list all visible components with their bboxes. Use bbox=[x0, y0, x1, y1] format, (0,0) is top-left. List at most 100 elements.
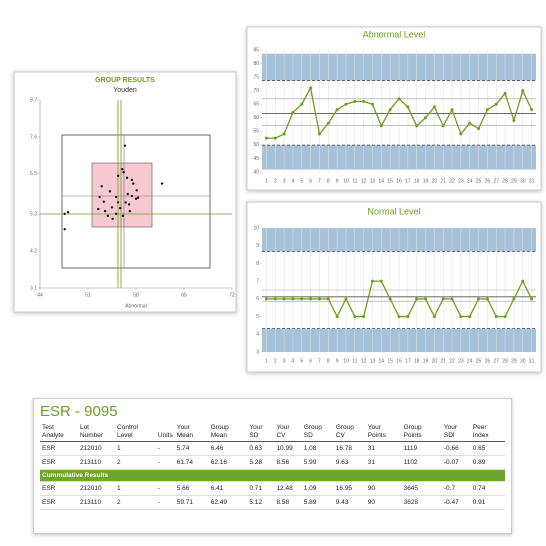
point bbox=[397, 97, 401, 101]
x-tick-label: 72 bbox=[229, 292, 235, 298]
point bbox=[362, 100, 366, 104]
x-tick-label: 13 bbox=[370, 178, 376, 184]
y-tick-label: 10 bbox=[253, 225, 259, 231]
cell: 2 bbox=[115, 495, 156, 511]
y-tick-label: 3.1 bbox=[30, 285, 37, 291]
x-tick-label: 5 bbox=[300, 178, 303, 184]
point bbox=[379, 124, 383, 128]
x-tick-label: 19 bbox=[423, 178, 429, 184]
x-tick-label: 25 bbox=[476, 178, 482, 184]
x-tick-label: 9 bbox=[336, 358, 339, 364]
x-tick-label: 7 bbox=[318, 178, 321, 184]
cell: 1.08 bbox=[301, 441, 334, 457]
cell: 0.91 bbox=[470, 495, 505, 511]
cell: 6.46 bbox=[208, 441, 248, 457]
y-tick-label: 55 bbox=[253, 129, 259, 135]
x-tick-label: 11 bbox=[352, 358, 357, 364]
point bbox=[309, 297, 313, 301]
y-tick-label: 45 bbox=[253, 156, 259, 162]
point bbox=[450, 108, 454, 112]
cell: - bbox=[155, 455, 175, 471]
x-tick-label: 7 bbox=[318, 358, 321, 364]
column-header: Units bbox=[155, 423, 175, 443]
y-tick-label: 6.5 bbox=[30, 171, 37, 177]
cell: 59.71 bbox=[174, 495, 209, 511]
cell: 0.65 bbox=[470, 441, 505, 457]
x-tick-label: 16 bbox=[396, 358, 402, 364]
cell: 5.74 bbox=[174, 441, 209, 457]
chart-title: Abnormal Level bbox=[363, 29, 426, 39]
cell: 10.99 bbox=[274, 441, 302, 457]
point bbox=[282, 132, 286, 136]
point bbox=[134, 197, 138, 200]
x-tick-label: 16 bbox=[396, 178, 402, 184]
point bbox=[362, 315, 366, 319]
x-tick-label: 18 bbox=[414, 358, 420, 364]
point bbox=[273, 136, 277, 140]
cell: 212010 bbox=[77, 441, 116, 457]
point bbox=[370, 102, 374, 106]
cell: 213110 bbox=[77, 495, 116, 511]
x-tick-label: 26 bbox=[485, 358, 491, 364]
point bbox=[264, 136, 268, 140]
cell: 12.48 bbox=[274, 481, 302, 497]
point bbox=[441, 124, 445, 128]
point bbox=[530, 108, 534, 112]
point bbox=[485, 297, 489, 301]
point bbox=[494, 102, 498, 106]
point bbox=[424, 297, 428, 301]
cell: 3628 bbox=[401, 495, 442, 511]
x-tick-label: 3 bbox=[283, 358, 286, 364]
x-tick-label: 4 bbox=[292, 178, 295, 184]
y-tick-label: 5.3 bbox=[30, 211, 37, 217]
point bbox=[432, 105, 436, 109]
y-tick-label: 50 bbox=[253, 142, 259, 148]
cell: - bbox=[155, 441, 175, 457]
point bbox=[521, 89, 525, 93]
point bbox=[459, 132, 463, 136]
point bbox=[130, 178, 134, 182]
point bbox=[424, 116, 428, 120]
x-axis-label: Abnormal bbox=[125, 303, 146, 309]
y-tick-label: 40 bbox=[253, 169, 259, 175]
x-tick-label: 25 bbox=[476, 358, 482, 364]
y-tick-label: 7.6 bbox=[30, 134, 37, 140]
x-tick-label: 15 bbox=[387, 358, 393, 364]
cell: 212010 bbox=[77, 481, 116, 497]
point bbox=[397, 315, 401, 319]
cell: 5.28 bbox=[247, 455, 275, 471]
column-header: Lot Number bbox=[77, 423, 116, 443]
cell: 5.66 bbox=[174, 481, 209, 497]
x-tick-label: 21 bbox=[440, 178, 446, 184]
cell: 0.74 bbox=[470, 481, 505, 497]
y-tick-label: 75 bbox=[253, 74, 259, 80]
x-tick-label: 13 bbox=[370, 358, 376, 364]
x-tick-label: 19 bbox=[423, 358, 429, 364]
cell: -0.47 bbox=[441, 495, 471, 511]
x-tick-label: 18 bbox=[414, 178, 420, 184]
chart-title: GROUP RESULTS bbox=[95, 77, 155, 84]
x-tick-label: 3 bbox=[283, 178, 286, 184]
point bbox=[344, 297, 348, 301]
cell: ESR bbox=[40, 495, 78, 511]
point bbox=[406, 315, 410, 319]
x-tick-label: 51 bbox=[85, 292, 91, 298]
point bbox=[103, 209, 107, 213]
point bbox=[459, 315, 463, 319]
x-tick-label: 1 bbox=[265, 178, 268, 184]
point bbox=[114, 195, 118, 199]
point bbox=[415, 297, 419, 301]
point bbox=[124, 201, 127, 204]
x-tick-label: 15 bbox=[387, 178, 393, 184]
section-label: Cummulative Results bbox=[40, 469, 505, 483]
column-header: Test Analyte bbox=[40, 423, 78, 443]
cell: -0.07 bbox=[441, 455, 471, 471]
column-header: Your CV bbox=[274, 423, 302, 443]
results-table: ESR - 9095 Test Analyte Lot Number Control… bbox=[33, 398, 512, 534]
point bbox=[432, 315, 436, 319]
cell: 16.95 bbox=[333, 481, 366, 497]
cell: 1.09 bbox=[301, 481, 334, 497]
x-tick-label: 23 bbox=[458, 178, 464, 184]
x-tick-label: 2 bbox=[274, 358, 277, 364]
